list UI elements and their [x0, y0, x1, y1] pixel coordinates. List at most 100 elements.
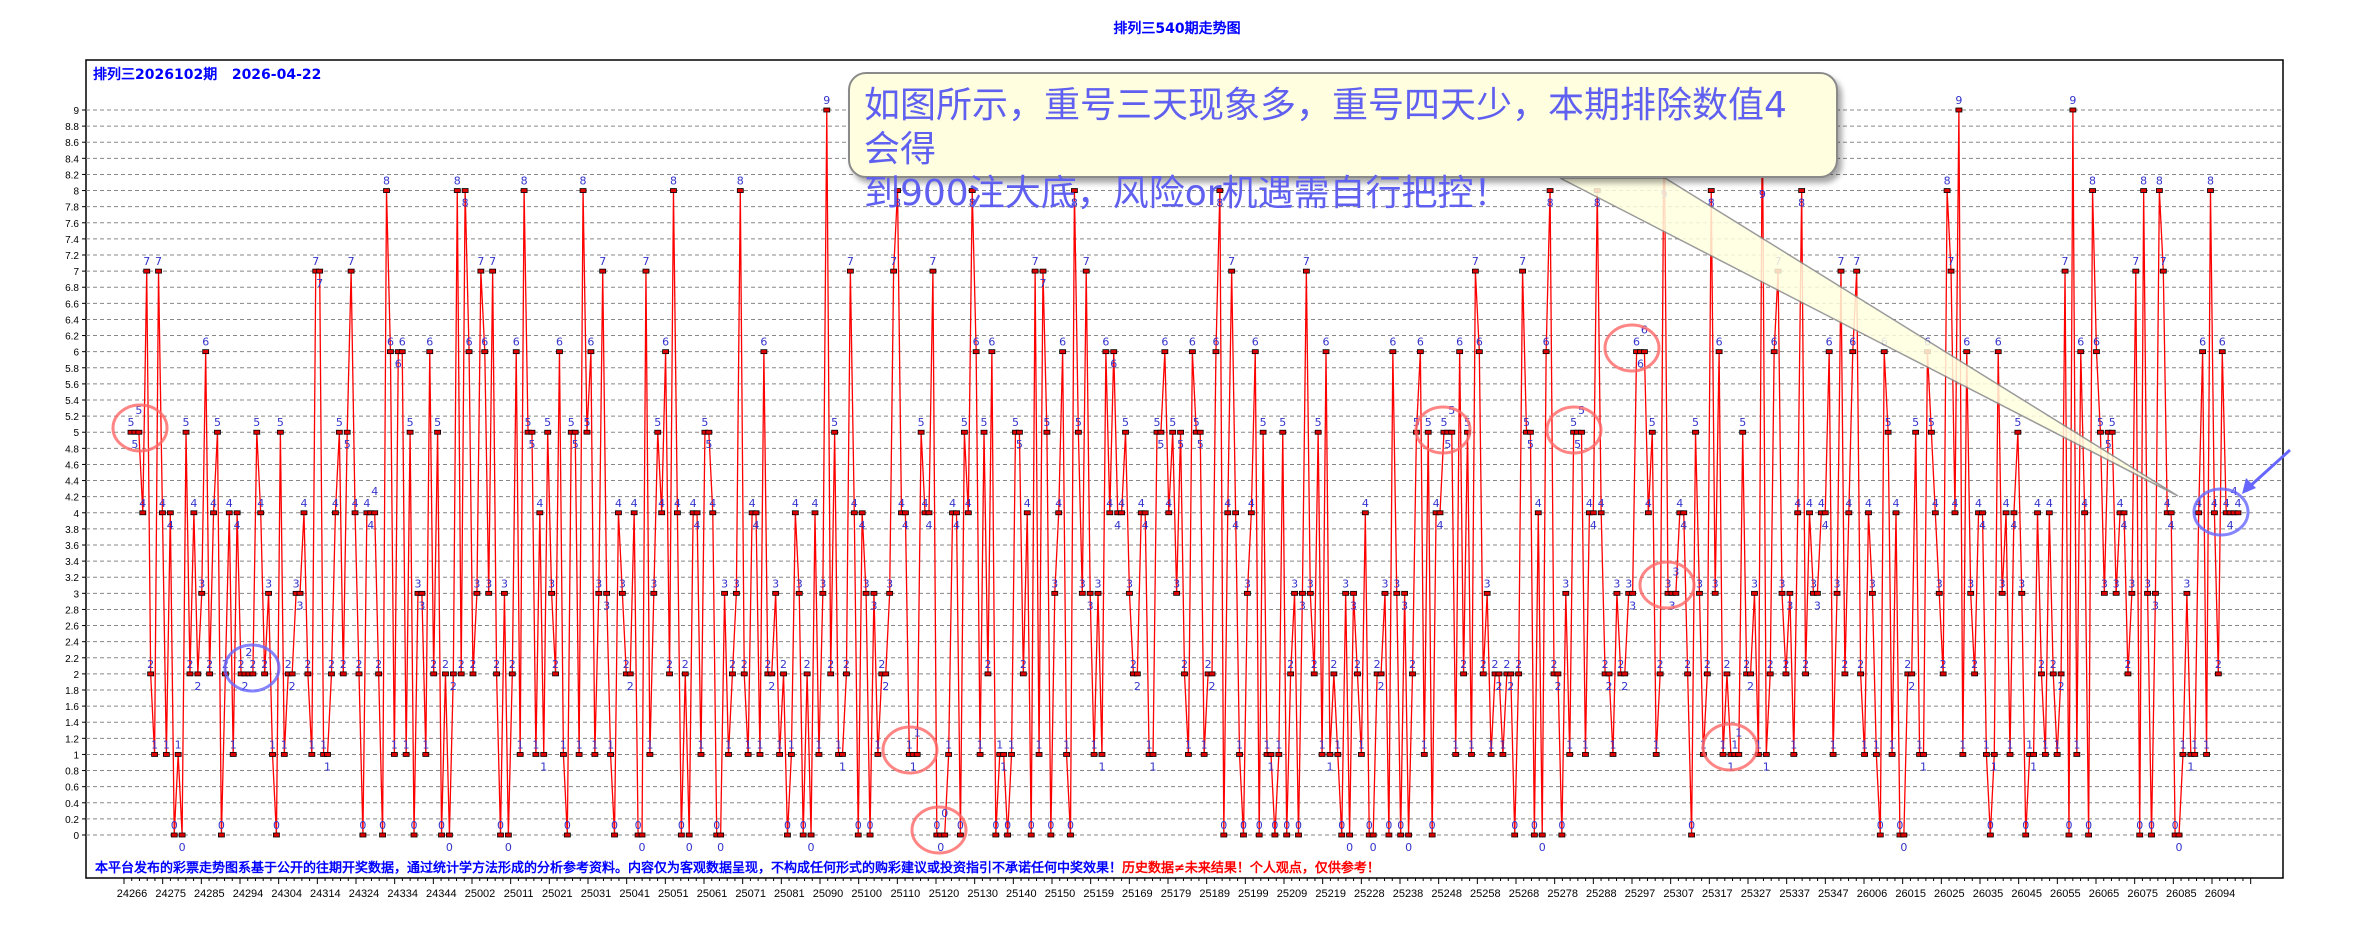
data-point	[1876, 832, 1884, 838]
data-label: 4	[234, 519, 241, 532]
data-label: 3	[1869, 577, 1876, 590]
data-point	[1236, 752, 1243, 757]
data-point	[1790, 752, 1798, 757]
data-point	[1927, 429, 1935, 435]
data-point	[1004, 832, 1012, 838]
y-tick-label: 7.8	[65, 203, 79, 214]
data-point	[390, 752, 398, 757]
data-point	[681, 671, 689, 677]
y-tick-label: 0.2	[65, 815, 79, 826]
data-label: 5	[1169, 416, 1176, 429]
data-point	[1200, 752, 1208, 757]
data-label: 3	[1613, 577, 1620, 590]
data-label: 4	[1437, 519, 1444, 532]
data-point	[2191, 752, 2199, 757]
data-label: 6	[1849, 336, 1856, 349]
y-tick-label: 6.2	[65, 332, 79, 343]
data-point	[768, 671, 776, 677]
data-label: 4	[749, 497, 756, 510]
data-label: 0	[2148, 819, 2155, 832]
data-label: 2	[2215, 658, 2222, 671]
data-label: 2	[1409, 658, 1416, 671]
data-label: 5	[1692, 416, 1699, 429]
data-label: 2	[249, 658, 256, 671]
data-label: 2	[1554, 680, 1561, 693]
data-label: 2	[1181, 658, 1188, 671]
data-point	[2211, 510, 2218, 516]
data-point	[2093, 349, 2100, 355]
highlight-circle	[1545, 405, 1603, 455]
data-point	[1452, 752, 1460, 757]
data-label: 1	[1991, 760, 1998, 773]
data-point	[599, 268, 607, 274]
data-point	[2002, 510, 2010, 516]
data-point	[438, 832, 445, 838]
data-point	[434, 429, 442, 435]
data-point	[1880, 349, 1888, 355]
data-label: 3	[265, 577, 272, 590]
data-label: 4	[190, 497, 197, 510]
data-label: 5	[277, 416, 284, 429]
data-label: 5	[183, 416, 190, 429]
data-point	[300, 510, 308, 516]
data-point	[1322, 349, 1330, 355]
data-point	[1641, 349, 1648, 355]
data-point	[1023, 510, 1031, 516]
data-point	[1181, 671, 1188, 677]
data-label: 6	[426, 336, 433, 349]
data-point	[1931, 510, 1939, 516]
data-label: 4	[2223, 497, 2230, 510]
highlight-circle	[910, 805, 968, 855]
data-point	[162, 752, 170, 757]
data-point	[1770, 349, 1778, 355]
data-label: 0	[713, 819, 720, 832]
data-point	[273, 832, 280, 838]
data-label: 5	[2105, 438, 2112, 451]
data-point	[1507, 671, 1515, 677]
data-point	[1314, 429, 1322, 435]
data-point	[1739, 429, 1747, 435]
data-point	[328, 671, 335, 677]
data-point	[831, 429, 839, 435]
data-label: 2	[1480, 658, 1487, 671]
data-label: 4	[753, 519, 760, 532]
data-point	[772, 590, 780, 596]
data-label: 5	[253, 416, 260, 429]
data-label: 0	[933, 819, 940, 832]
data-point	[827, 671, 835, 677]
data-label: 2	[1723, 658, 1730, 671]
data-point	[945, 752, 953, 757]
data-label: 3	[414, 577, 421, 590]
data-label: 1	[1861, 738, 1868, 751]
x-tick-label: 25189	[1199, 888, 1230, 900]
data-label: 7	[1519, 255, 1526, 268]
data-point	[1078, 590, 1086, 596]
data-label: 8	[737, 175, 744, 188]
data-point	[1857, 671, 1865, 677]
data-label: 5	[1440, 416, 1447, 429]
data-point	[1302, 268, 1310, 274]
data-label: 0	[1539, 841, 1546, 854]
data-point	[917, 429, 925, 435]
data-point	[269, 752, 276, 757]
data-label: 6	[466, 336, 473, 349]
data-label: 1	[281, 738, 288, 751]
data-label: 4	[1598, 497, 1605, 510]
data-point	[658, 510, 666, 516]
data-label: 0	[218, 819, 225, 832]
y-tick-label: 1	[73, 750, 79, 761]
data-label: 2	[1311, 658, 1318, 671]
data-label: 0	[717, 841, 724, 854]
data-label: 4	[167, 519, 174, 532]
data-label: 7	[890, 255, 897, 268]
data-label: 1	[2026, 738, 2033, 751]
data-label: 6	[387, 336, 394, 349]
data-point	[1990, 752, 1998, 757]
x-tick-label: 26035	[1973, 888, 2004, 900]
x-tick-label: 24314	[310, 888, 341, 900]
data-label: 8	[454, 175, 461, 188]
data-label: 1	[1150, 760, 1157, 773]
data-point	[151, 752, 158, 757]
data-label: 0	[1531, 819, 1538, 832]
data-point	[1959, 752, 1967, 757]
